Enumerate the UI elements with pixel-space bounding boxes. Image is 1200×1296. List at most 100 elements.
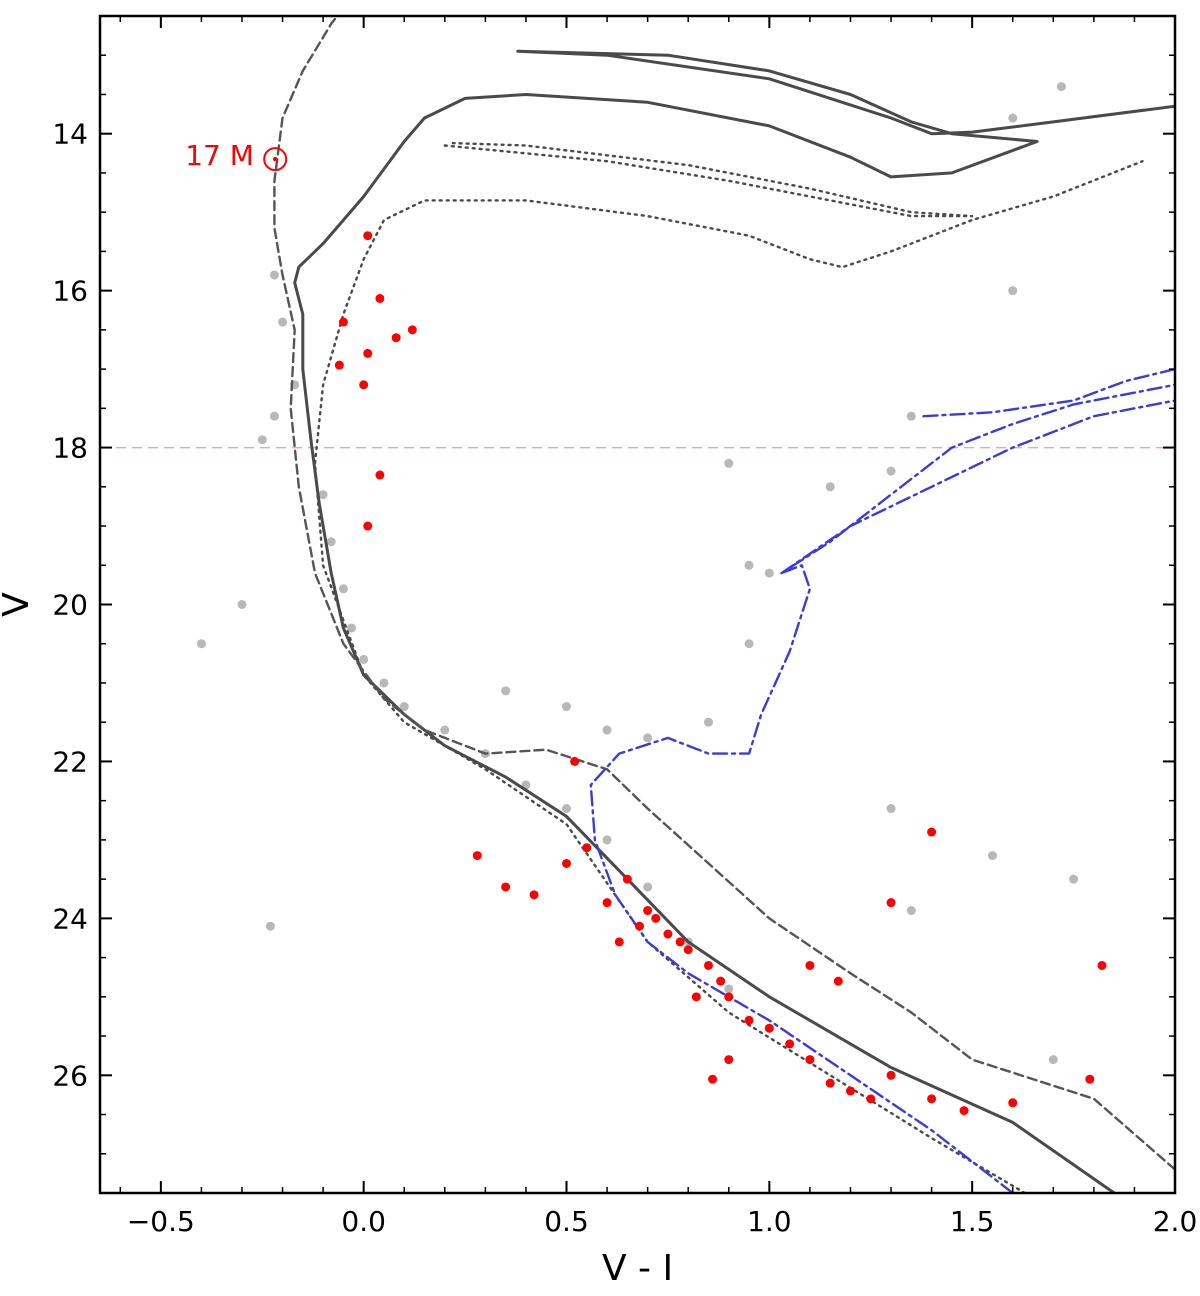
x-axis: −0.5 0.0 0.5 1.0 1.5 2.0: [119, 16, 1198, 1238]
data-point: [1085, 1074, 1095, 1084]
data-point: [269, 270, 279, 280]
x-tick-label: 0.5: [544, 1205, 589, 1238]
data-point: [785, 1039, 795, 1049]
isochrone-line-4: [589, 383, 1175, 1193]
data-point: [318, 490, 328, 500]
data-point: [959, 1106, 969, 1116]
data-point: [927, 1094, 937, 1104]
data-point: [845, 1086, 855, 1096]
y-tick-label: 20: [52, 589, 88, 622]
data-point: [562, 804, 572, 814]
data-point: [683, 945, 693, 955]
data-point: [805, 1055, 815, 1065]
data-point: [805, 960, 815, 970]
data-point: [359, 380, 369, 390]
data-point: [1097, 960, 1107, 970]
data-point: [278, 317, 288, 327]
scatter-series-grey-0: [196, 82, 1079, 1096]
data-point: [1008, 286, 1018, 296]
plot-area: [100, 16, 1175, 1193]
data-point: [886, 466, 896, 476]
data-point: [1056, 82, 1066, 92]
data-point: [1048, 1055, 1058, 1065]
x-tick-label: −0.5: [127, 1205, 195, 1238]
y-tick-label: 22: [52, 745, 88, 778]
data-point: [987, 851, 997, 861]
plot-frame: [98, 14, 1177, 1195]
data-point: [1008, 113, 1018, 123]
data-point: [744, 560, 754, 570]
data-point: [326, 537, 336, 547]
data-point: [825, 482, 835, 492]
isochrone-line-1: [313, 160, 1144, 1193]
data-point: [440, 725, 450, 735]
data-point: [614, 937, 624, 947]
data-point: [338, 584, 348, 594]
data-point: [196, 639, 206, 649]
isochrone-line-6: [922, 367, 1175, 418]
x-tick-label: 1.5: [950, 1205, 995, 1238]
data-point: [643, 882, 653, 892]
data-point: [866, 1094, 876, 1104]
data-point: [724, 1055, 734, 1065]
data-point: [691, 992, 701, 1002]
data-point: [529, 890, 539, 900]
data-point: [886, 804, 896, 814]
data-point: [570, 756, 580, 766]
data-point: [744, 1015, 754, 1025]
data-point: [663, 929, 673, 939]
data-point: [347, 623, 357, 633]
data-point: [703, 960, 713, 970]
data-point: [708, 1074, 718, 1084]
annotations: 17 M: [185, 139, 288, 172]
data-point: [724, 458, 734, 468]
data-point: [833, 976, 843, 986]
y-axis: 14 16 18 20 22 24 26: [52, 54, 1175, 1194]
data-point: [635, 921, 645, 931]
data-point: [724, 984, 734, 994]
data-point: [643, 733, 653, 743]
x-tick-label: 0.0: [341, 1205, 386, 1238]
data-point: [651, 913, 661, 923]
data-point: [472, 851, 482, 861]
data-point: [764, 568, 774, 578]
data-point: [886, 1070, 896, 1080]
data-point: [602, 725, 612, 735]
data-point: [764, 1023, 774, 1033]
data-point: [744, 639, 754, 649]
y-tick-label: 16: [52, 275, 88, 308]
data-point: [643, 906, 653, 916]
data-point: [237, 600, 247, 609]
isochrone-line-3: [273, 16, 1175, 1171]
data-point: [562, 702, 572, 712]
data-point: [501, 882, 511, 892]
data-point: [562, 858, 572, 868]
data-point: [602, 898, 612, 908]
isochrone-line-5: [780, 399, 1175, 575]
isochrone-line-2: [443, 141, 974, 218]
data-point: [269, 411, 279, 421]
data-point: [906, 411, 916, 421]
data-point: [338, 317, 348, 327]
data-point: [391, 333, 401, 343]
data-point: [1008, 1098, 1018, 1108]
y-tick-label: 24: [52, 902, 88, 935]
data-point: [927, 827, 937, 837]
data-point: [602, 835, 612, 845]
data-point: [724, 992, 734, 1002]
data-point: [1069, 874, 1079, 884]
data-point: [363, 231, 373, 241]
x-tick-label: 2.0: [1153, 1205, 1198, 1238]
data-point: [716, 976, 726, 986]
data-point: [375, 470, 385, 480]
x-tick-label: 1.0: [747, 1205, 792, 1238]
data-point: [675, 937, 685, 947]
data-point: [886, 898, 896, 908]
data-point: [703, 717, 713, 727]
data-point: [334, 360, 344, 370]
data-point: [363, 521, 373, 531]
isochrone-line-0: [293, 49, 1175, 1193]
y-tick-label: 14: [52, 118, 88, 151]
scatter-series-red-0: [334, 231, 1107, 1116]
